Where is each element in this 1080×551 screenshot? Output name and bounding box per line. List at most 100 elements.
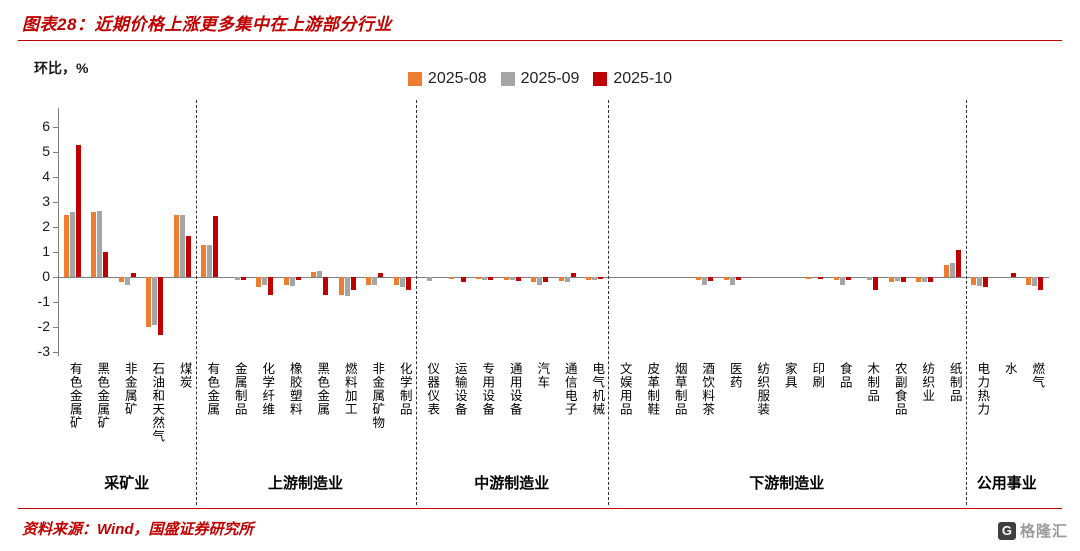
bar-2025-08 [338, 277, 344, 295]
chart-title: 图表28：近期价格上涨更多集中在上游部分行业 [22, 15, 392, 34]
bar-2025-09 [702, 277, 708, 285]
y-axis-tick-label: 2 [42, 218, 50, 234]
bar-2025-08 [91, 212, 97, 277]
bar-2025-09 [97, 210, 103, 278]
x-axis-category-label: 医药 [727, 362, 742, 389]
bar-2025-10 [708, 277, 714, 281]
bar-2025-09 [482, 277, 488, 280]
group-label: 中游制造业 [474, 475, 550, 492]
y-axis-tick-label: 5 [42, 143, 50, 159]
y-axis-tick-mark [53, 252, 58, 253]
x-axis-category-label: 非金属矿 [122, 362, 137, 416]
group-separator [965, 100, 967, 505]
bar-2025-09 [427, 277, 433, 281]
source-note: 资料来源：Wind，国盛证券研究所 [22, 521, 254, 538]
footer-divider [18, 508, 1062, 509]
x-axis-category-label: 专用设备 [480, 362, 495, 416]
y-axis-tick-label: 6 [42, 118, 50, 134]
bar-2025-08 [696, 277, 702, 280]
bar-2025-10 [873, 277, 879, 290]
x-axis-category-label: 农副食品 [892, 362, 907, 416]
bar-2025-10 [158, 277, 164, 335]
bar-2025-10 [1038, 277, 1044, 290]
x-axis-category-label: 金属制品 [232, 362, 247, 416]
bar-2025-10 [515, 277, 521, 281]
x-axis-category-label: 汽车 [535, 362, 550, 389]
bar-2025-09 [592, 277, 598, 280]
bar-2025-10 [240, 277, 246, 280]
bar-2025-10 [103, 252, 109, 277]
group-separator [608, 100, 609, 505]
x-axis-category-label: 运输设备 [452, 362, 467, 416]
bar-2025-10 [350, 277, 356, 290]
bar-2025-10 [268, 277, 274, 295]
bar-2025-10 [983, 277, 989, 287]
x-axis-category-label: 家具 [782, 362, 797, 389]
legend-swatch [593, 72, 608, 86]
y-axis-tick-label: -2 [37, 318, 50, 334]
bar-2025-10 [488, 277, 494, 280]
bar-2025-09 [207, 244, 213, 277]
bar-2025-09 [344, 277, 350, 296]
y-axis-tick-label: -1 [37, 293, 50, 309]
group-label: 下游制造业 [749, 475, 825, 492]
legend-item: 2025-10 [593, 70, 672, 88]
legend-label: 2025-09 [520, 70, 580, 87]
bar-2025-09 [894, 277, 900, 281]
group-label: 公用事业 [976, 475, 1037, 492]
gelonghui-watermark: G 格隆汇 [997, 520, 1068, 541]
x-axis-category-label: 电力热力 [975, 362, 990, 416]
x-axis-category-label: 水 [1002, 362, 1017, 376]
y-axis-tick-label: 4 [42, 168, 50, 184]
x-axis-category-label: 橡胶塑料 [287, 362, 302, 416]
bar-2025-10 [460, 277, 466, 282]
x-axis-category-label: 通信电子 [562, 362, 577, 416]
bar-2025-09 [977, 277, 983, 286]
bar-2025-08 [311, 272, 317, 277]
bar-2025-09 [729, 277, 735, 285]
bar-2025-10 [955, 249, 961, 277]
plot-area [58, 108, 1049, 356]
y-axis-tick-label: 1 [42, 243, 50, 259]
zero-line [59, 277, 1049, 278]
bar-2025-08 [971, 277, 977, 285]
x-axis-category-label: 通用设备 [507, 362, 522, 416]
legend-swatch [407, 72, 422, 86]
bar-2025-08 [283, 277, 289, 285]
x-axis-category-label: 木制品 [865, 362, 880, 403]
y-axis-tick-mark [53, 202, 58, 203]
legend-item: 2025-09 [500, 70, 580, 88]
y-axis-tick-mark [53, 352, 58, 353]
bar-2025-08 [118, 277, 124, 282]
bar-2025-10 [845, 277, 851, 280]
bar-2025-09 [69, 212, 75, 277]
bar-2025-10 [900, 277, 906, 282]
bar-2025-08 [833, 277, 839, 280]
legend-item: 2025-08 [407, 70, 487, 88]
bar-2025-09 [152, 277, 158, 325]
legend-swatch [500, 72, 515, 86]
legend-label: 2025-08 [427, 70, 487, 87]
bar-2025-09 [179, 214, 185, 277]
bar-2025-08 [806, 277, 812, 279]
x-axis-category-label: 非金属矿物 [370, 362, 385, 430]
bar-2025-08 [146, 277, 152, 327]
bar-2025-09 [124, 277, 130, 285]
x-axis-category-label: 煤炭 [177, 362, 192, 389]
bar-2025-09 [372, 277, 378, 285]
x-axis-category-label: 有色金属矿 [67, 362, 82, 430]
group-label: 采矿业 [104, 475, 150, 492]
bar-2025-10 [598, 277, 604, 279]
bar-2025-09 [289, 277, 295, 286]
x-axis-category-label: 燃气 [1030, 362, 1045, 389]
bar-2025-08 [256, 277, 262, 287]
y-axis-tick-mark [53, 327, 58, 328]
y-axis-tick-mark [53, 302, 58, 303]
bar-2025-08 [888, 277, 894, 282]
x-axis-category-label: 化学纤维 [260, 362, 275, 416]
bar-2025-10 [185, 235, 191, 278]
y-axis-tick-label: 3 [42, 193, 50, 209]
x-axis-category-label: 石油和天然气 [150, 362, 165, 443]
bar-2025-10 [130, 273, 136, 278]
